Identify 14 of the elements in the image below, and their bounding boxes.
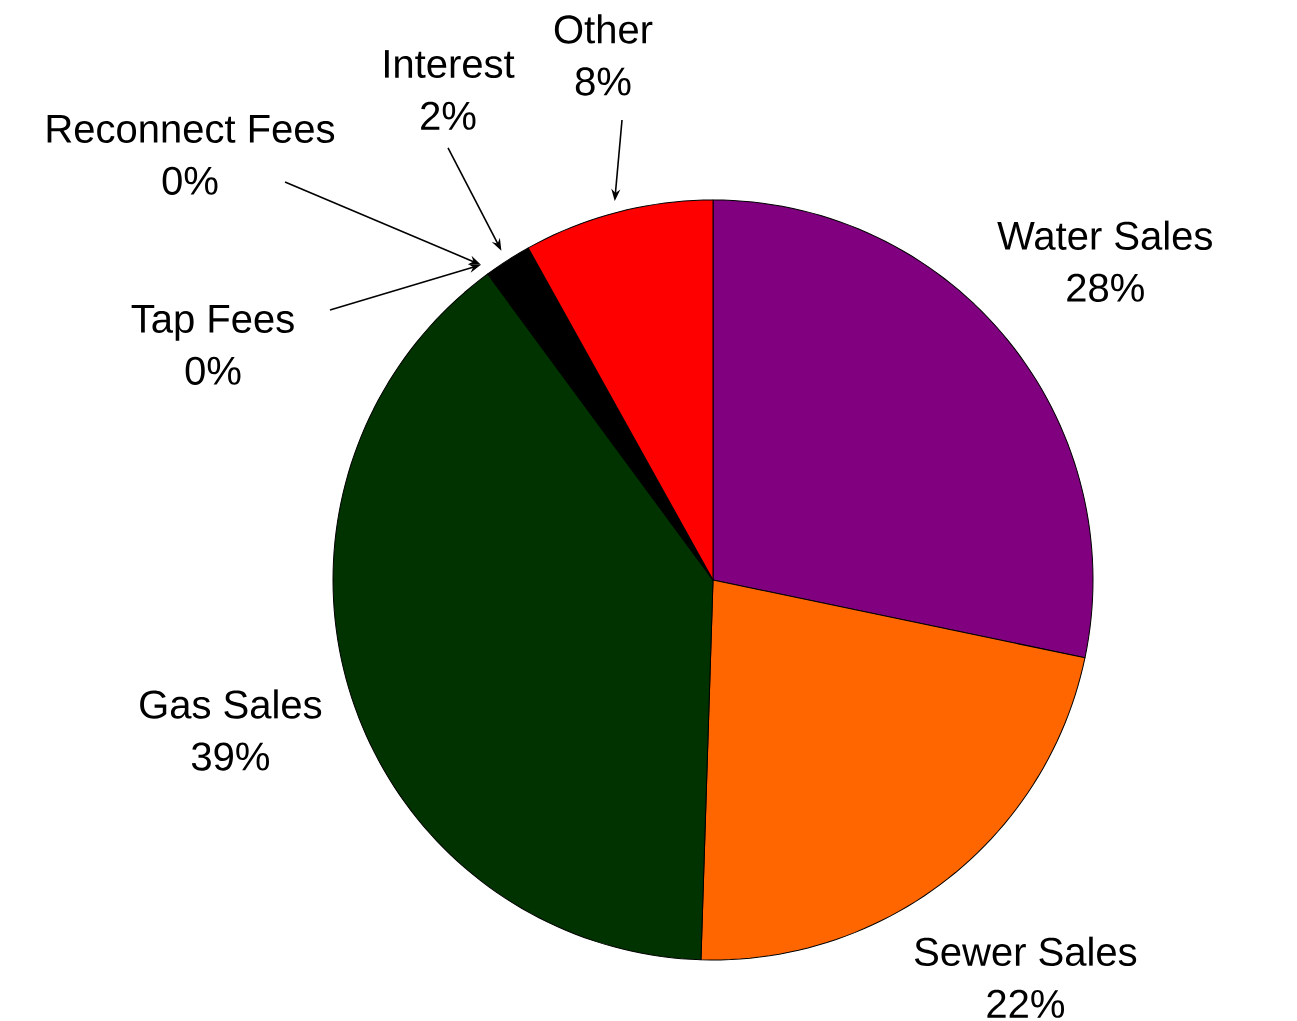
slice-label: Gas Sales: [140, 689, 322, 719]
slice-label: Other: [554, 14, 653, 44]
data-label: 28%: [1067, 273, 1144, 302]
data-label: 8%: [575, 67, 631, 96]
slice-label: Water Sales: [997, 220, 1212, 250]
data-label: 22%: [987, 989, 1064, 1018]
data-label: 2%: [421, 101, 476, 130]
category-label: Tap Fees: [131, 305, 294, 341]
slice-label: Sewer Sales: [914, 936, 1137, 967]
text: 0%: [162, 166, 218, 195]
data-label: 39%: [191, 742, 269, 771]
slice-label: Interest: [385, 50, 515, 78]
text: 0%: [185, 356, 241, 385]
category-label: Reconnect Fees: [47, 115, 335, 143]
